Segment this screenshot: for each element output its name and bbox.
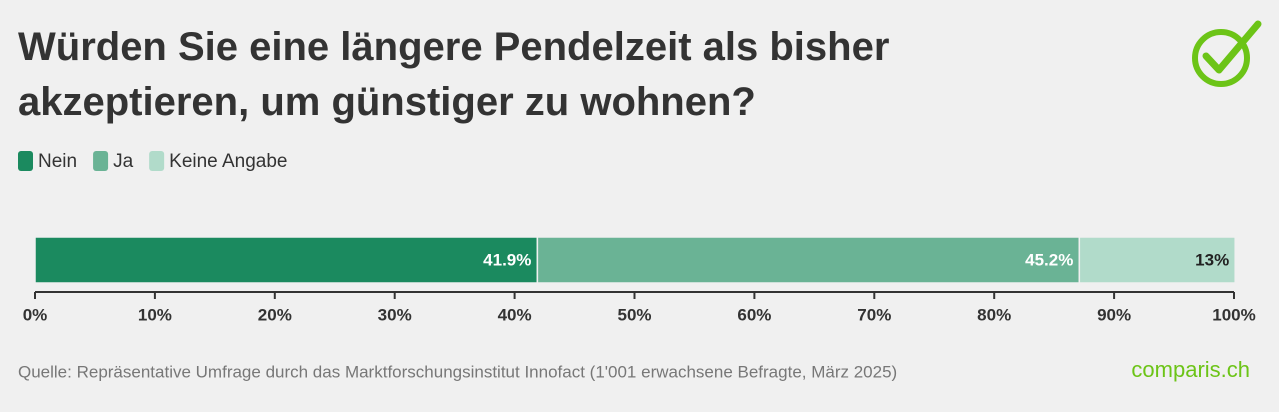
logo-check: [1192, 20, 1262, 87]
legend-swatch: [149, 151, 165, 171]
value-label: 45.2%: [1025, 250, 1073, 269]
value-label: 41.9%: [483, 250, 531, 269]
source: Quelle: Repräsentative Umfrage durch das…: [18, 362, 897, 381]
legend-label: Ja: [113, 151, 134, 172]
x-tick-label: 10%: [138, 305, 172, 324]
x-tick-label: 0%: [23, 305, 48, 324]
x-tick-label: 100%: [1212, 305, 1255, 324]
x-tick-label: 20%: [258, 305, 292, 324]
x-tick-label: 30%: [378, 305, 412, 324]
value-label: 13%: [1195, 250, 1229, 269]
x-tick-label: 90%: [1097, 305, 1131, 324]
x-tick-label: 70%: [857, 305, 891, 324]
bar-segment: [536, 236, 1081, 284]
x-tick-label: 50%: [617, 305, 651, 324]
legend-swatch: [18, 151, 33, 171]
chart-title: Würden Sie eine längere Pendelzeit als b…: [18, 25, 890, 124]
x-tick-label: 40%: [498, 305, 532, 324]
legend-label: Nein: [38, 151, 77, 172]
legend-swatch: [93, 151, 109, 171]
bar-segment: [34, 236, 539, 284]
legend-label: Keine Angabe: [169, 151, 287, 172]
logo-text: comparis.ch: [1131, 357, 1250, 382]
x-tick-label: 60%: [737, 305, 771, 324]
bar-segment: [1078, 236, 1236, 284]
x-tick-label: 80%: [977, 305, 1011, 324]
